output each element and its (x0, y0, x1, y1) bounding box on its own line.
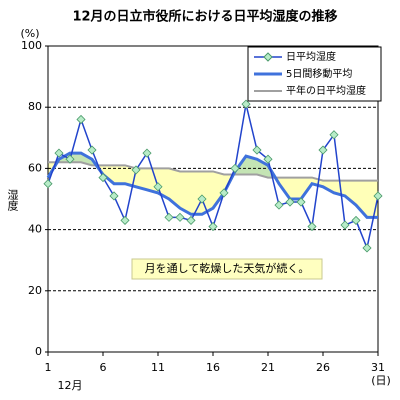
marker (263, 154, 273, 164)
x-tick-label: 31 (371, 361, 385, 374)
x-tick-label: 11 (151, 361, 165, 374)
marker (98, 173, 108, 183)
fill-area (180, 171, 191, 215)
x-month: 12月 (58, 379, 83, 392)
fill-area (246, 156, 257, 175)
marker (208, 221, 218, 232)
x-tick-label: 16 (206, 361, 220, 374)
marker (252, 145, 262, 155)
marker (362, 243, 372, 253)
marker (241, 99, 251, 109)
chart-title: 12月の日立市役所における日平均湿度の推移 (72, 9, 337, 25)
fill-area (290, 177, 301, 199)
fill-area (136, 168, 147, 190)
legend-label: 平年の日平均湿度 (286, 84, 366, 97)
marker (340, 220, 350, 230)
fill-area (169, 168, 180, 209)
marker (296, 197, 306, 207)
marker (131, 165, 141, 175)
marker (43, 179, 53, 189)
fill-area (367, 180, 378, 218)
marker (175, 212, 185, 222)
y-tick-label: 80 (28, 100, 42, 113)
marker (87, 145, 97, 155)
marker (219, 188, 229, 198)
x-unit: (日) (371, 374, 391, 387)
marker (318, 145, 328, 155)
marker (329, 130, 339, 140)
marker (274, 200, 284, 210)
x-tick-label: 21 (261, 361, 275, 374)
fill-area (202, 171, 213, 215)
annotation: 月を通して乾燥した天気が続く。 (145, 261, 310, 275)
marker (307, 221, 317, 232)
marker (285, 197, 295, 207)
y-tick-label: 20 (28, 284, 42, 297)
y-unit: (%) (20, 27, 39, 40)
marker (120, 215, 130, 225)
fill-area (191, 171, 202, 215)
marker (186, 215, 196, 225)
fill-area (103, 165, 114, 184)
fill-area (158, 168, 169, 199)
y-label: 湿度 (6, 189, 19, 212)
fill-area (213, 171, 224, 209)
marker (230, 163, 240, 173)
marker (373, 191, 383, 201)
fill-area (345, 180, 356, 206)
x-tick-label: 1 (45, 361, 52, 374)
y-tick-label: 100 (21, 39, 42, 52)
annotation-box (131, 258, 323, 280)
marker (76, 114, 86, 125)
x-tick-label: 6 (100, 361, 107, 374)
x-tick-label: 26 (316, 361, 330, 374)
y-tick-label: 60 (28, 161, 42, 174)
fill-area (114, 165, 125, 184)
y-tick-label: 0 (35, 345, 42, 358)
legend-label: 日平均湿度 (286, 50, 336, 63)
marker (65, 154, 75, 164)
y-tick-label: 40 (28, 223, 42, 236)
series-line (48, 161, 378, 182)
marker (351, 215, 361, 225)
marker (153, 182, 163, 192)
marker (109, 191, 119, 201)
legend-label: 5日間移動平均 (286, 67, 352, 80)
marker (164, 212, 174, 222)
marker (197, 194, 207, 204)
marker (142, 148, 152, 158)
marker (54, 148, 64, 158)
legend-marker (263, 52, 273, 62)
